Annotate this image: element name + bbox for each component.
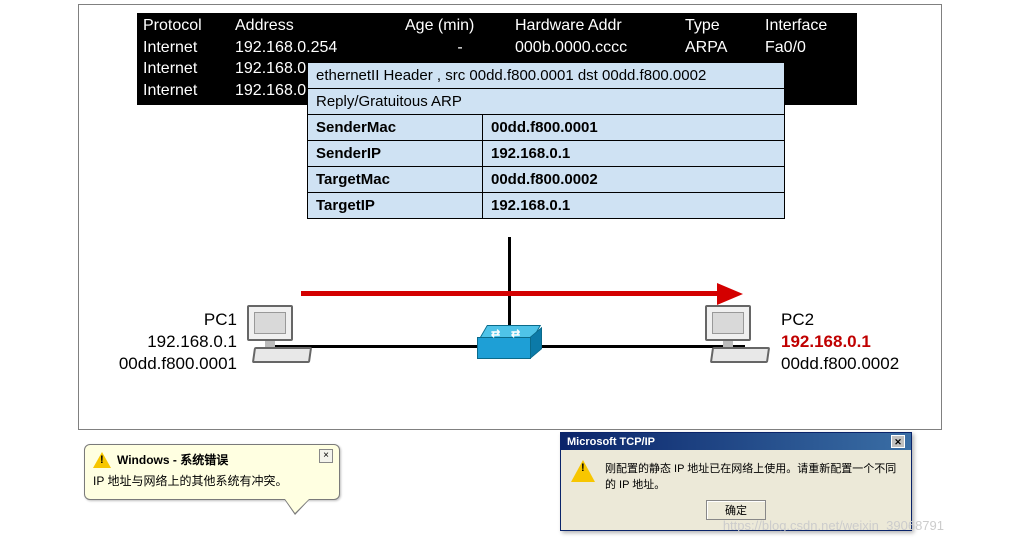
tcpip-dialog: Microsoft TCP/IP ✕ 刚配置的静态 IP 地址已在网络上使用。请… [560,432,912,531]
traffic-arrow [301,291,719,296]
dialog-title: Microsoft TCP/IP [567,436,655,448]
col-protocol: Protocol [143,15,235,37]
arp-val: 192.168.0.1 [483,193,784,218]
warning-icon [571,460,595,482]
col-hwaddr: Hardware Addr [515,15,685,37]
pc1-mac: 00dd.f800.0001 [91,353,237,375]
pc1-name: PC1 [91,309,237,331]
diagram-canvas: Protocol Address Age (min) Hardware Addr… [78,4,942,430]
col-interface: Interface [765,15,845,37]
dialog-body: 刚配置的静态 IP 地址已在网络上使用。请重新配置一个不同的 IP 地址。 [605,460,901,492]
arp-val: 00dd.f800.0002 [483,167,784,192]
pc2-icon [705,305,775,365]
switch-icon: ⇄ ⇄ [477,325,543,363]
arp-key: TargetIP [308,193,483,218]
dialog-ok-button[interactable]: 确定 [706,500,766,520]
pc1-ip: 192.168.0.1 [91,331,237,353]
balloon-close-button[interactable]: × [319,449,333,463]
pc2-ip: 192.168.0.1 [781,331,941,353]
arp-key: SenderIP [308,141,483,166]
col-address: Address [235,15,405,37]
pc1-label: PC1 192.168.0.1 00dd.f800.0001 [91,309,237,375]
pc2-mac: 00dd.f800.0002 [781,353,941,375]
watermark: https://blog.csdn.net/weixin_39068791 [723,518,944,533]
arp-key: TargetMac [308,167,483,192]
arp-val: 192.168.0.1 [483,141,784,166]
traffic-arrow-head [717,283,743,305]
pc2-name: PC2 [781,309,941,331]
arp-key: SenderMac [308,115,483,140]
terminal-row: Internet 192.168.0.254 - 000b.0000.cccc … [143,37,851,59]
pc1-icon [247,305,317,365]
dialog-titlebar[interactable]: Microsoft TCP/IP ✕ [561,433,911,450]
balloon-body: IP 地址与网络上的其他系统有冲突。 [93,472,331,489]
balloon-title: Windows - 系统错误 [117,451,228,468]
col-type: Type [685,15,765,37]
arp-packet-panel: ethernetII Header , src 00dd.f800.0001 d… [307,62,785,219]
arp-val: 00dd.f800.0001 [483,115,784,140]
dialog-close-button[interactable]: ✕ [891,435,905,448]
terminal-header-row: Protocol Address Age (min) Hardware Addr… [143,15,851,37]
pc2-label: PC2 192.168.0.1 00dd.f800.0002 [781,309,941,375]
col-age: Age (min) [405,15,515,37]
arp-eth-header: ethernetII Header , src 00dd.f800.0001 d… [308,63,784,88]
warning-icon [93,452,111,468]
arp-type: Reply/Gratuitous ARP [308,89,784,114]
windows-error-balloon: × Windows - 系统错误 IP 地址与网络上的其他系统有冲突。 [84,444,340,500]
